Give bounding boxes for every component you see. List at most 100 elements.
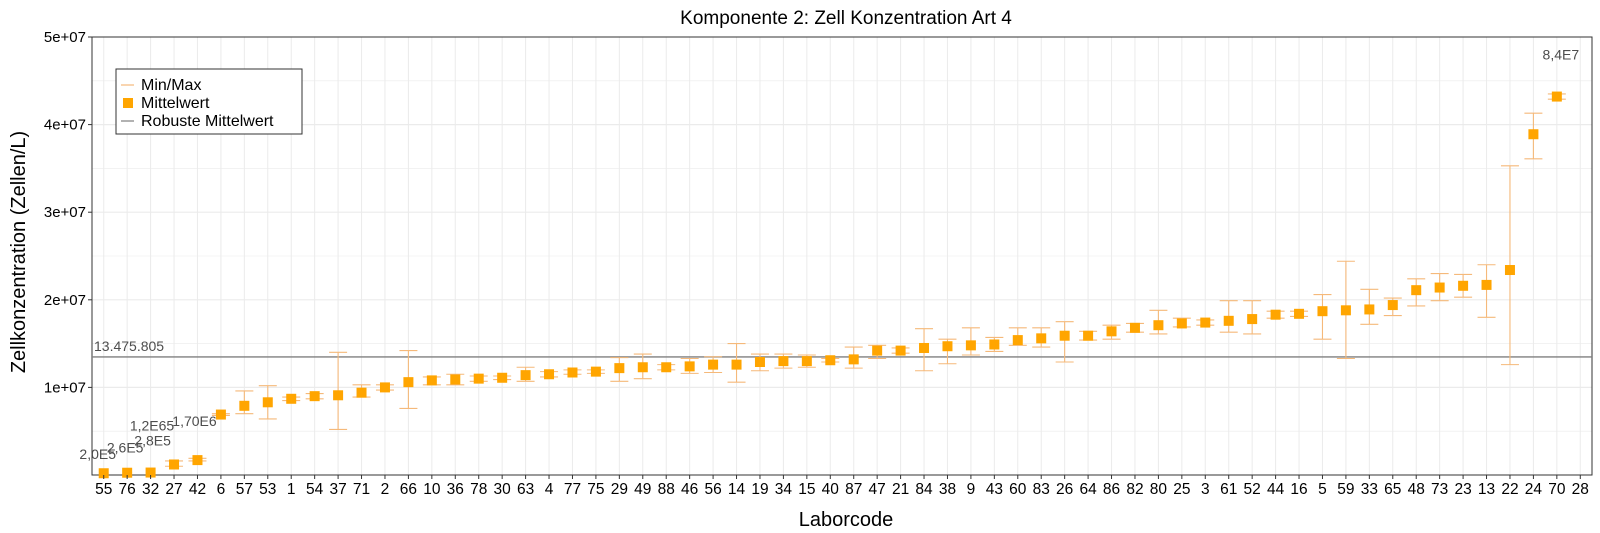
x-tick-label: 87 (845, 481, 862, 498)
mean-point (872, 345, 883, 356)
mean-point (450, 374, 461, 385)
x-tick-label: 70 (1548, 481, 1566, 498)
value-annotation: 2,6E5 (107, 440, 144, 456)
x-tick-label: 80 (1150, 481, 1168, 498)
mean-point (356, 387, 367, 398)
mean-layer (98, 91, 1562, 479)
x-tick-label: 61 (1220, 481, 1237, 498)
x-tick-label: 63 (517, 481, 534, 498)
mean-point (754, 356, 765, 367)
mean-point (520, 370, 531, 381)
value-annotation: 2,8E5 (134, 433, 171, 449)
y-tick-label: 4e+07 (44, 117, 86, 134)
x-tick-label: 16 (1290, 481, 1307, 498)
x-tick-label: 36 (447, 481, 464, 498)
mean-point (497, 372, 508, 383)
mean-point (122, 467, 133, 478)
x-tick-label: 88 (658, 481, 675, 498)
mean-point (801, 356, 812, 367)
x-tick-label: 30 (494, 481, 512, 498)
x-tick-label: 15 (798, 481, 815, 498)
mean-point (1176, 318, 1187, 329)
mean-point (848, 354, 859, 365)
x-tick-label: 10 (423, 481, 441, 498)
x-tick-label: 59 (1337, 481, 1354, 498)
x-tick-label: 65 (1384, 481, 1401, 498)
mean-point (544, 369, 555, 380)
x-tick-label: 43 (986, 481, 1003, 498)
mean-point (1200, 317, 1211, 328)
error-bar (1477, 264, 1496, 318)
x-tick-label: 76 (119, 481, 136, 498)
x-tick-label: 34 (775, 481, 793, 498)
mean-point (731, 359, 742, 370)
x-tick-label: 21 (892, 481, 909, 498)
value-annotation: 1,70E6 (172, 413, 217, 429)
mean-point (1223, 315, 1234, 326)
y-axis: 1e+07 2e+07 3e+07 4e+07 5e+07 (44, 29, 92, 396)
mean-point (379, 382, 390, 393)
legend-box (115, 68, 303, 135)
mean-point (1012, 335, 1023, 346)
mean-point (98, 468, 109, 479)
x-tick-label: 4 (545, 481, 554, 498)
mean-point (1434, 282, 1445, 293)
mean-point (942, 341, 953, 352)
mean-point (1294, 308, 1305, 319)
legend-key-mean (123, 98, 133, 108)
x-tick-label: 52 (1244, 481, 1261, 498)
mean-point (1364, 304, 1375, 315)
x-tick-label: 57 (236, 481, 253, 498)
mean-point (1317, 306, 1328, 317)
mean-point (1106, 326, 1117, 337)
x-tick-label: 24 (1525, 481, 1543, 498)
x-tick-label: 73 (1431, 481, 1448, 498)
mean-point (1129, 322, 1140, 333)
robust-mean-label: 13.475.805 (94, 338, 164, 354)
mean-point (1504, 265, 1515, 276)
x-tick-label: 27 (165, 481, 182, 498)
x-tick-label: 38 (939, 481, 956, 498)
mean-point (1340, 305, 1351, 316)
x-tick-label: 64 (1079, 481, 1097, 498)
x-tick-label: 82 (1126, 481, 1143, 498)
mean-point (684, 361, 695, 372)
x-tick-label: 14 (728, 481, 746, 498)
mean-point (169, 459, 180, 470)
x-tick-label: 9 (967, 481, 976, 498)
x-tick-label: 22 (1501, 481, 1518, 498)
x-tick-label: 3 (1201, 481, 1210, 498)
mean-point (262, 397, 273, 408)
mean-point (1036, 333, 1047, 344)
x-tick-label: 1 (287, 481, 296, 498)
mean-point (567, 367, 578, 378)
value-annotation: 8,4E7 (1543, 47, 1580, 63)
mean-point (1153, 320, 1164, 331)
mean-point (778, 356, 789, 367)
mean-point (286, 393, 297, 404)
x-axis-title: Laborcode (799, 509, 894, 531)
x-tick-label: 42 (189, 481, 206, 498)
y-tick-label: 2e+07 (44, 292, 86, 309)
x-tick-label: 60 (1009, 481, 1027, 498)
mean-point (895, 345, 906, 356)
mean-point (239, 400, 250, 411)
mean-point (614, 363, 625, 374)
x-tick-label: 26 (1056, 481, 1073, 498)
legend-label: Min/Max (141, 77, 201, 94)
value-annotation: 1,2E65 (130, 417, 175, 433)
x-tick-label: 19 (751, 481, 768, 498)
mean-point (309, 391, 320, 402)
legend-label: Robuste Mittelwert (141, 113, 274, 130)
x-tick-label: 46 (681, 481, 698, 498)
mean-point (989, 339, 1000, 350)
mean-point (590, 366, 601, 377)
x-tick-label: 5 (1318, 481, 1327, 498)
mean-point (965, 340, 976, 351)
mean-point (473, 373, 484, 384)
mean-point (145, 467, 156, 478)
x-tick-label: 40 (822, 481, 840, 498)
